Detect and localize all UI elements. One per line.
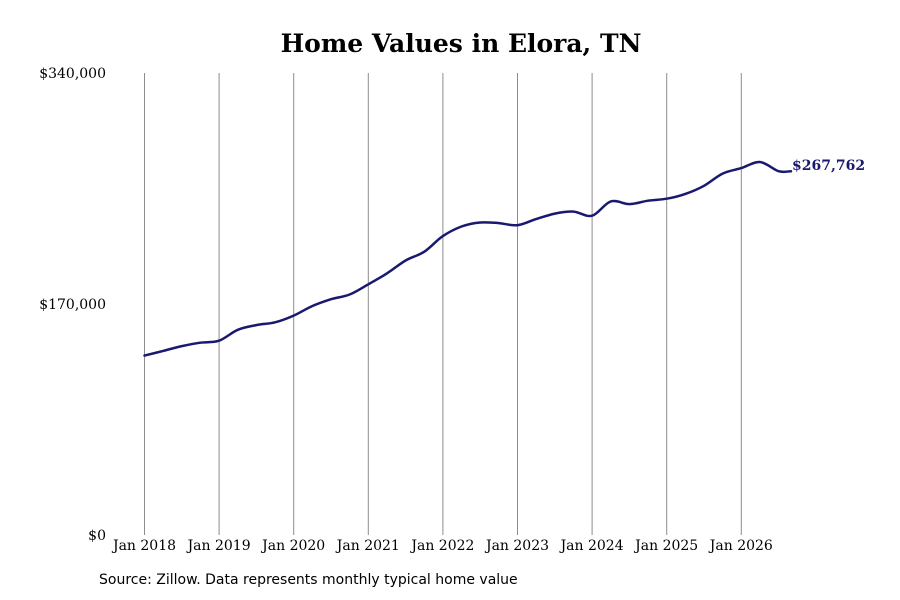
- x-tick-label: Jan 2026: [708, 538, 773, 554]
- source-note: Source: Zillow. Data represents monthly …: [99, 572, 518, 588]
- y-tick-label: $0: [88, 528, 106, 544]
- x-tick-label: Jan 2023: [484, 538, 549, 554]
- x-tick-label: Jan 2018: [111, 538, 176, 554]
- x-tick-label: Jan 2022: [409, 538, 474, 554]
- x-tick-label: Jan 2020: [260, 538, 325, 554]
- x-tick-label: Jan 2019: [186, 538, 251, 554]
- x-axis: Jan 2018 Jan 2019 Jan 2020 Jan 2021 Jan 2022…: [111, 538, 773, 554]
- grid-lines: [144, 73, 742, 535]
- series-line-home-value: [143, 160, 793, 357]
- y-tick-label: $170,000: [39, 297, 106, 313]
- chart-title: Home Values in Elora, TN: [281, 29, 642, 58]
- x-tick-label: Jan 2025: [633, 538, 698, 554]
- x-tick-label: Jan 2024: [559, 538, 624, 554]
- y-axis: $0 $170,000 $340,000: [39, 66, 106, 544]
- y-tick-label: $340,000: [39, 66, 106, 82]
- x-tick-label: Jan 2021: [335, 538, 400, 554]
- end-value-label: $267,762: [792, 158, 865, 174]
